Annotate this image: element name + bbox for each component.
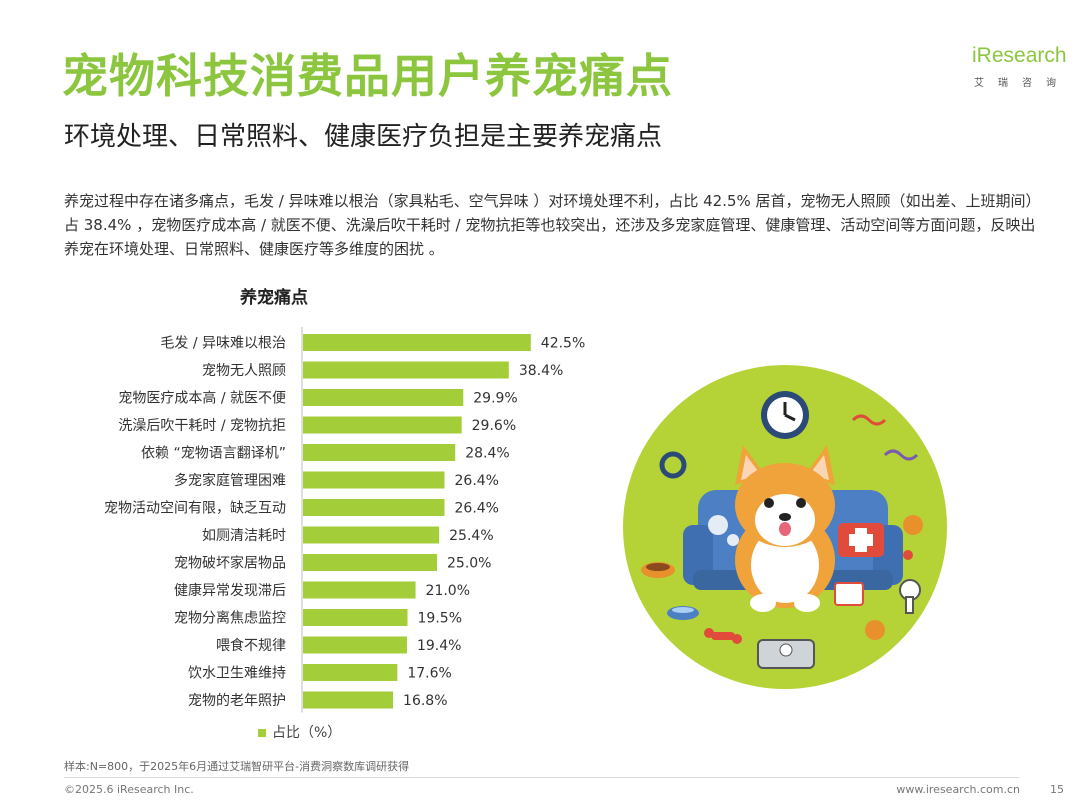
bar	[303, 526, 440, 544]
bar	[303, 416, 462, 434]
category-label: 饮水卫生难维持	[188, 666, 286, 682]
footer-divider	[64, 777, 1019, 778]
description-paragraph: 养宠过程中存在诸多痛点，毛发 / 异味难以根治（家具粘毛、空气异味 ）对环境处理…	[64, 192, 1036, 258]
category-label: 多宠家庭管理困难	[174, 472, 286, 489]
data-label: 19.5%	[418, 611, 462, 627]
bar	[303, 389, 464, 406]
bar	[303, 636, 407, 654]
website-url: www.iresearch.com.cn	[896, 783, 1020, 796]
water-bowl-icon	[667, 606, 699, 620]
data-label: 25.0%	[447, 556, 491, 572]
logo-chinese: 艾瑞咨询	[974, 78, 1070, 89]
pet-care-illustration	[623, 365, 947, 689]
page-title: 宠物科技消费品用户养宠痛点	[62, 49, 673, 103]
category-label: 洗澡后吹干耗时 / 宠物抗拒	[118, 418, 286, 434]
pet-collar-icon	[659, 451, 687, 479]
chart-title: 养宠痛点	[240, 288, 308, 308]
bar	[303, 444, 456, 461]
corgi-icon	[735, 445, 835, 612]
category-label: 依赖 “宠物语言翻译机”	[141, 446, 286, 462]
iresearch-logo: iResearch 艾瑞咨询	[972, 44, 1068, 90]
data-label: 19.4%	[417, 638, 461, 654]
data-label: 42.5%	[541, 336, 585, 352]
page-number: 15	[1050, 783, 1064, 796]
food-bowl-icon	[641, 562, 675, 578]
page-subtitle: 环境处理、日常照料、健康医疗负担是主要养宠痛点	[64, 122, 663, 152]
bar	[303, 361, 509, 379]
clock-icon	[761, 391, 809, 439]
legend-swatch	[258, 729, 266, 737]
data-label: 38.4%	[519, 363, 563, 379]
stress-squiggle-icon	[851, 414, 919, 461]
chart-legend: 占比（%）	[258, 722, 341, 742]
sample-footnote: 样本:N=800，于2025年6月通过艾瑞智研平台-消费洞察数库调研获得	[64, 760, 410, 773]
data-label: 21.0%	[426, 583, 470, 599]
category-label: 宠物分离焦虑监控	[174, 610, 286, 627]
data-label: 29.9%	[473, 391, 517, 407]
copyright: ©2025.6 iResearch Inc.	[64, 783, 194, 796]
pet-scale-icon	[757, 639, 815, 669]
data-label: 16.8%	[403, 693, 447, 709]
category-label: 健康异常发现滞后	[174, 582, 286, 599]
category-label: 宠物的老年照护	[188, 693, 286, 709]
bar	[303, 499, 445, 516]
category-label: 如厕清洁耗时	[202, 528, 286, 544]
bar	[303, 664, 398, 681]
data-label: 29.6%	[472, 418, 516, 434]
data-label: 25.4%	[449, 528, 493, 544]
bar	[303, 334, 531, 351]
first-aid-kit-icon	[838, 523, 884, 557]
data-label: 26.4%	[455, 473, 499, 489]
category-label: 喂食不规律	[216, 637, 286, 654]
bar	[303, 471, 445, 489]
category-label: 宠物破坏家居物品	[174, 555, 286, 572]
category-label: 宠物无人照顾	[202, 363, 286, 379]
data-label: 26.4%	[455, 501, 499, 517]
bar	[303, 554, 437, 571]
pet-toy-icon	[865, 515, 923, 640]
category-label: 宠物医疗成本高 / 就医不便	[118, 390, 286, 407]
category-label: 宠物活动空间有限，缺乏互动	[104, 501, 286, 517]
bar-chart: 毛发 / 异味难以根治 42.5% 宠物无人照顾 38.4% 宠物医疗成本高 / 就医不…	[104, 327, 585, 713]
data-label: 17.6%	[407, 666, 451, 682]
receipt-icon	[834, 582, 864, 606]
hair-dryer-icon	[899, 579, 921, 614]
bar	[303, 691, 394, 709]
logo-wordmark: iResearch	[972, 44, 1067, 67]
data-label: 28.4%	[465, 446, 509, 462]
legend-label: 占比（%）	[272, 725, 342, 741]
bar	[303, 609, 408, 626]
bone-toy-icon	[704, 628, 742, 644]
bar	[303, 581, 416, 599]
category-label: 毛发 / 异味难以根治	[160, 336, 286, 352]
